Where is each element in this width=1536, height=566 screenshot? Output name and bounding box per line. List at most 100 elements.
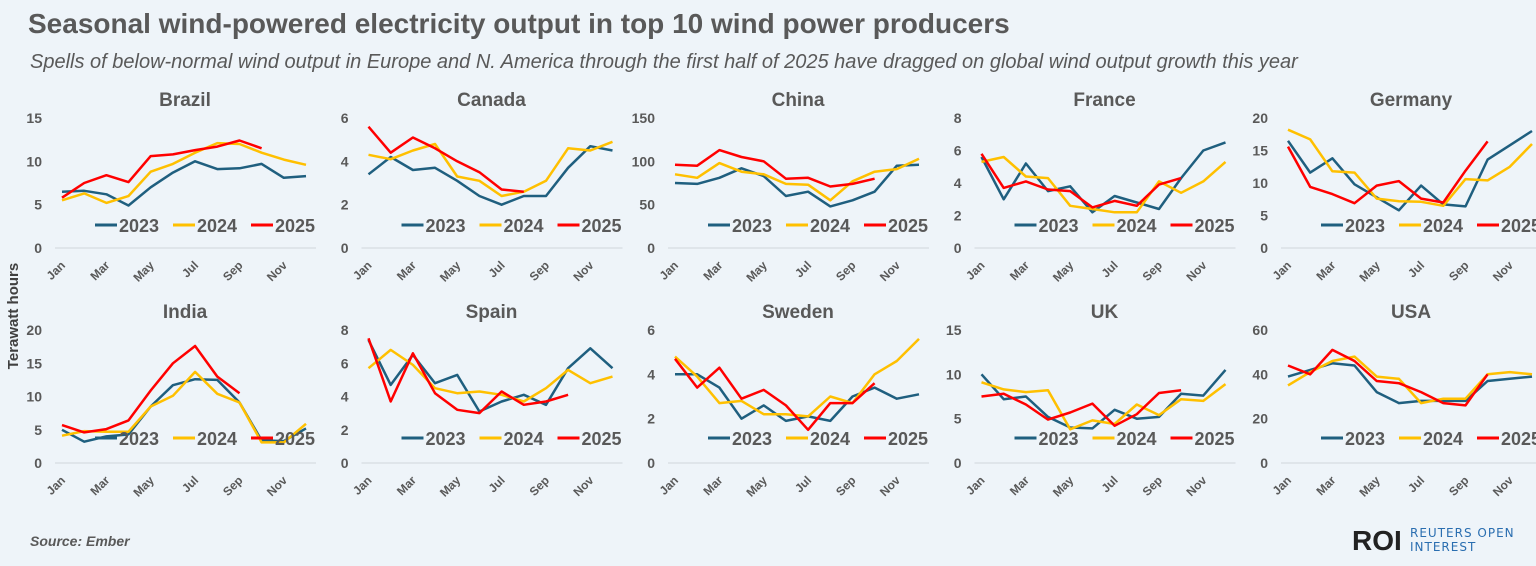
panel-germany: Germany 0 5 10 15 20 Jan Mar May Jul Sep Nov 2023 202… (1252, 90, 1536, 285)
panel-usa: USA 0 20 40 60 Jan Mar May Jul Sep Nov 2023 2024 2025 (1252, 302, 1536, 500)
x-tick-label: Jan (1270, 258, 1295, 283)
x-tick-label: May (437, 473, 464, 500)
y-tick-label: 6 (954, 143, 962, 159)
y-tick-label: 10 (1252, 175, 1268, 191)
x-tick-label: Sep (1446, 258, 1471, 283)
x-tick-label: Nov (571, 473, 597, 499)
x-tick-label: May (1050, 258, 1077, 285)
x-tick-label: May (743, 258, 770, 285)
series-line-2023 (674, 163, 920, 208)
legend-label: 2025 (1501, 216, 1536, 236)
x-tick-label: Sep (1140, 258, 1165, 283)
legend-label: 2025 (275, 429, 315, 449)
x-tick-label: Mar (1007, 473, 1032, 498)
x-tick-label: Nov (571, 258, 597, 284)
panel-title: Sweden (762, 302, 834, 323)
panel-title: UK (1091, 302, 1119, 323)
y-tick-label: 5 (34, 197, 42, 213)
x-tick-label: Jan (963, 258, 988, 283)
legend-label: 2023 (1345, 429, 1385, 449)
legend-label: 2024 (810, 216, 850, 236)
legend-label: 2023 (1039, 429, 1079, 449)
legend-label: 2023 (732, 216, 772, 236)
series-line-2023 (367, 144, 613, 206)
legend-label: 2025 (275, 216, 315, 236)
series-line-2024 (1287, 128, 1533, 208)
y-tick-label: 0 (34, 240, 42, 256)
x-tick-label: Mar (87, 258, 112, 283)
series-line-2025 (1287, 348, 1489, 407)
x-tick-label: Sep (527, 473, 552, 498)
y-tick-label: 20 (1252, 411, 1268, 427)
legend-label: 2025 (582, 216, 622, 236)
legend-label: 2024 (1117, 216, 1157, 236)
y-tick-label: 0 (341, 455, 349, 471)
panel-canada: Canada 0 2 4 6 Jan Mar May Jul Sep Nov 2023 2024 2025 (341, 90, 623, 285)
y-tick-label: 4 (341, 153, 349, 169)
panel-title: USA (1391, 302, 1431, 323)
series-line-2025 (61, 344, 241, 434)
x-tick-label: Jan (963, 473, 988, 498)
x-tick-label: Sep (1140, 473, 1165, 498)
x-tick-label: Jul (1405, 258, 1427, 280)
legend-label: 2023 (119, 429, 159, 449)
series-line-2025 (367, 337, 569, 415)
x-tick-label: Jan (44, 473, 69, 498)
legend-label: 2025 (582, 429, 622, 449)
panel-india: India 0 5 10 15 20 Jan Mar May Jul Sep Nov 2023 2024 2… (26, 302, 316, 500)
y-tick-label: 100 (632, 153, 656, 169)
x-tick-label: Mar (700, 473, 725, 498)
legend-label: 2023 (1039, 216, 1079, 236)
x-tick-label: Jul (486, 258, 508, 280)
series-line-2024 (981, 381, 1227, 431)
chart-subtitle: Spells of below-normal wind output in Eu… (30, 51, 1299, 73)
series-line-2023 (980, 141, 1226, 214)
y-tick-label: 0 (1260, 455, 1268, 471)
series-line-2025 (674, 358, 876, 432)
x-tick-label: Sep (220, 258, 245, 283)
series-line-2023 (61, 160, 307, 207)
logo-line-1: REUTERS OPEN (1410, 526, 1515, 540)
x-tick-label: Jan (657, 258, 682, 283)
y-tick-label: 0 (647, 455, 655, 471)
logo-mark: ROI (1352, 525, 1402, 556)
y-tick-label: 2 (954, 208, 962, 224)
x-tick-label: Mar (394, 473, 419, 498)
y-tick-label: 4 (341, 389, 349, 405)
y-tick-label: 0 (647, 240, 655, 256)
legend-label: 2023 (119, 216, 159, 236)
legend-label: 2023 (1345, 216, 1385, 236)
x-tick-label: Mar (1007, 258, 1032, 283)
y-tick-label: 10 (946, 366, 962, 382)
x-tick-label: May (1356, 258, 1383, 285)
x-tick-label: Jan (1270, 473, 1295, 498)
y-tick-label: 20 (1252, 110, 1268, 126)
y-tick-label: 6 (341, 110, 349, 126)
y-tick-label: 10 (26, 389, 42, 405)
legend-label: 2024 (197, 216, 237, 236)
x-tick-label: May (1050, 473, 1077, 500)
panel-title: India (163, 302, 208, 323)
y-tick-label: 6 (647, 322, 655, 338)
series-line-2025 (61, 139, 263, 199)
legend-label: 2025 (1195, 216, 1235, 236)
y-tick-label: 8 (954, 110, 962, 126)
series-line-2024 (981, 155, 1227, 214)
x-tick-label: May (1356, 473, 1383, 500)
y-tick-label: 15 (26, 110, 42, 126)
series-line-2024 (368, 140, 613, 198)
panel-title: France (1073, 90, 1135, 111)
y-axis-label: Terawatt hours (5, 263, 22, 369)
legend-label: 2024 (1423, 429, 1463, 449)
panel-sweden: Sweden 0 2 4 6 Jan Mar May Jul Sep Nov 2023 2024 2025 (647, 302, 929, 500)
x-tick-label: May (437, 258, 464, 285)
y-tick-label: 20 (26, 322, 42, 338)
series-line-2024 (61, 370, 307, 444)
x-tick-label: Nov (264, 258, 290, 284)
x-tick-label: Jan (350, 258, 375, 283)
legend-label: 2025 (888, 216, 928, 236)
chart-title: Seasonal wind-powered electricity output… (28, 8, 1010, 39)
y-tick-label: 8 (341, 322, 349, 338)
series-line-2024 (367, 348, 613, 403)
y-tick-label: 15 (946, 322, 962, 338)
